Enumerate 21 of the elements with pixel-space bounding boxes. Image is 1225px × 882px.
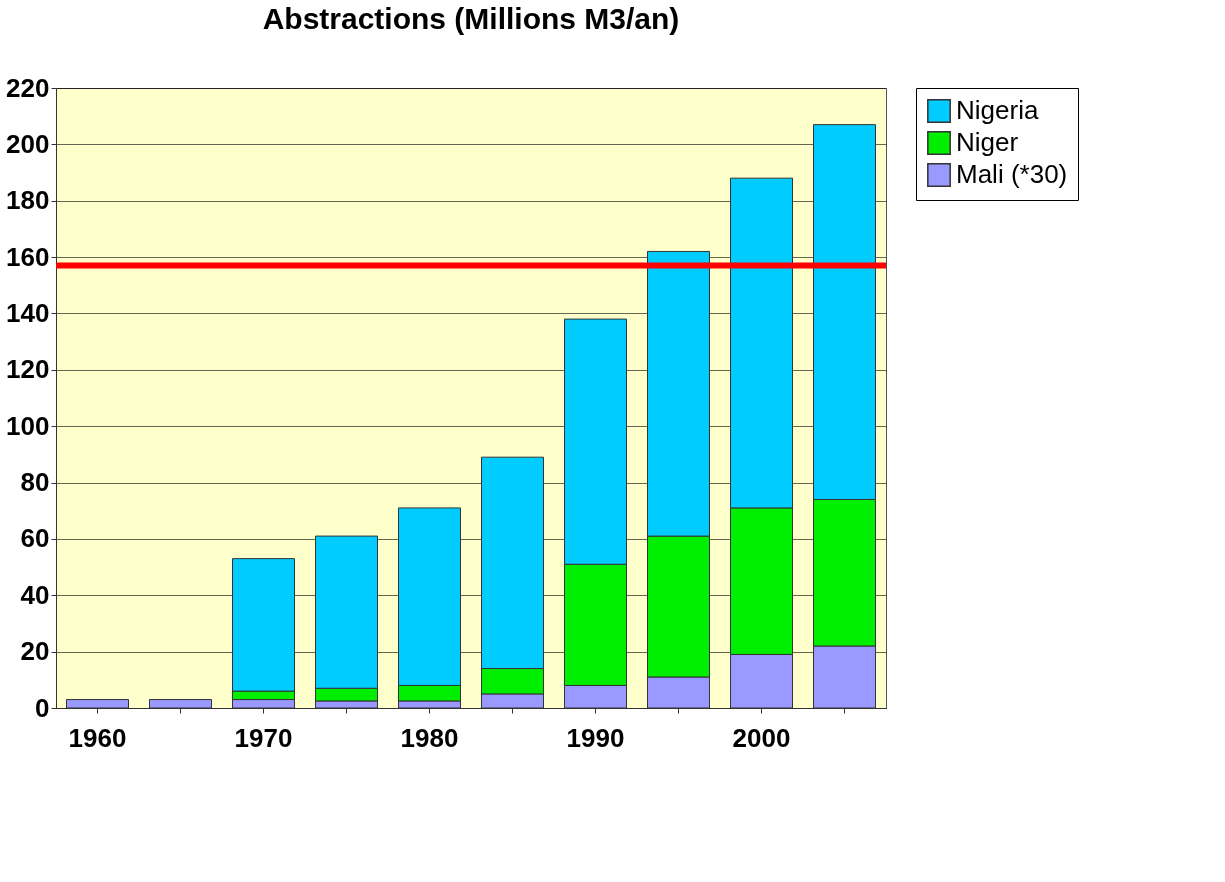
y-tick-label: 160: [6, 241, 50, 272]
legend-label: Nigeria: [956, 95, 1039, 125]
y-tick-label: 100: [6, 410, 50, 441]
y-tick-label: 220: [6, 72, 50, 103]
y-tick-label: 80: [20, 467, 50, 498]
y-tick-label: 120: [6, 354, 50, 385]
chart-title: Abstractions (Millions M3/an): [262, 2, 680, 35]
y-tick-label: 180: [6, 185, 50, 216]
legend-label: Mali (*30): [956, 159, 1068, 189]
x-tick-label: 1990: [566, 722, 625, 753]
x-tick-label: 1980: [400, 722, 459, 753]
y-tick-label: 200: [6, 128, 50, 159]
y-tick-label: 60: [20, 523, 50, 554]
y-tick-label: 40: [20, 579, 50, 610]
x-tick-label: 2000: [732, 722, 791, 753]
y-tick-label: 140: [6, 297, 50, 328]
y-tick-label: 20: [20, 636, 50, 667]
x-tick-label: 1970: [234, 722, 293, 753]
legend-label: Niger: [956, 127, 1019, 157]
y-tick-label: 0: [35, 692, 50, 723]
x-tick-label: 1960: [68, 722, 127, 753]
